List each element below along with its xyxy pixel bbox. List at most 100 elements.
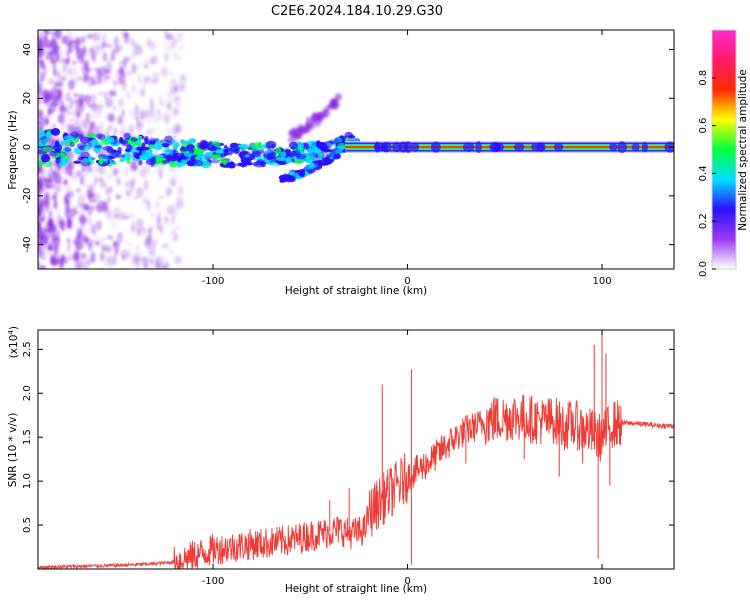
- noise-speckle: [149, 78, 157, 85]
- noise-speckle: [147, 257, 154, 264]
- upper-branch-blob: [294, 130, 300, 140]
- noise-speckle: [76, 228, 83, 238]
- noise-speckle: [43, 239, 51, 250]
- noise-speckle: [154, 262, 160, 269]
- noise-speckle: [40, 203, 45, 211]
- x-tick-label: -100: [202, 576, 225, 587]
- noise-speckle: [71, 207, 76, 218]
- noise-speckle: [49, 39, 58, 45]
- noise-speckle: [135, 245, 140, 251]
- spectrogram-y-label: Frequency (Hz): [7, 110, 19, 189]
- spectrogram-frame: [37, 29, 675, 270]
- noise-speckle: [66, 191, 75, 198]
- noise-speckle: [154, 149, 159, 157]
- noise-speckle: [113, 80, 119, 86]
- noise-speckle: [127, 213, 135, 219]
- noise-speckle: [149, 252, 157, 258]
- ridge-blob: [259, 144, 266, 150]
- line-bump: [374, 141, 381, 153]
- noise-speckle: [41, 208, 46, 214]
- noise-speckle: [67, 241, 71, 250]
- noise-speckle: [60, 49, 64, 56]
- ridge-blob: [168, 157, 178, 162]
- noise-speckle: [68, 40, 73, 51]
- upper-branch-blob: [310, 122, 316, 128]
- ridge-blob: [240, 161, 248, 168]
- line-bump: [430, 141, 441, 153]
- noise-speckle: [38, 221, 42, 232]
- noise-speckle: [163, 51, 170, 63]
- ridge-blob: [315, 140, 321, 148]
- noise-speckle: [171, 229, 175, 235]
- ridge-blob: [60, 152, 67, 158]
- noise-speckle: [143, 179, 149, 191]
- noise-speckle: [51, 47, 58, 54]
- noise-speckle: [128, 241, 132, 248]
- noise-speckle: [115, 194, 122, 199]
- noise-speckle: [116, 232, 122, 244]
- noise-speckle: [42, 37, 50, 46]
- line-bump: [462, 142, 475, 152]
- noise-speckle: [77, 75, 83, 81]
- noise-speckle: [86, 229, 91, 234]
- ridge-blob: [55, 147, 61, 153]
- noise-speckle: [51, 261, 59, 266]
- secondary-ridge-blob: [298, 170, 303, 176]
- y-tick-label: 0: [22, 144, 33, 150]
- noise-speckle: [137, 223, 146, 232]
- secondary-ridge-blob: [321, 157, 326, 163]
- noise-speckle: [64, 92, 71, 102]
- ridge-blob: [292, 160, 304, 164]
- ridge-blob: [290, 158, 295, 163]
- noise-speckle: [64, 204, 71, 217]
- noise-speckle: [62, 75, 67, 82]
- ridge-blob: [45, 132, 52, 138]
- noise-speckle: [110, 48, 118, 53]
- noise-speckle: [92, 31, 98, 43]
- noise-speckle: [172, 128, 179, 138]
- y-tick-label: 40: [22, 43, 33, 56]
- noise-speckle: [41, 266, 47, 269]
- noise-speckle: [71, 110, 76, 116]
- ridge-blob: [344, 131, 354, 139]
- noise-speckle: [131, 84, 136, 93]
- noise-speckle: [70, 172, 78, 182]
- noise-speckle: [79, 52, 85, 64]
- ridge-blob: [161, 143, 170, 148]
- y-tick-label: 2.0: [22, 385, 33, 401]
- ridge-blob: [64, 135, 74, 141]
- noise-speckle: [106, 58, 113, 69]
- ridge-blob: [119, 158, 126, 162]
- ridge-blob: [38, 129, 46, 138]
- noise-speckle: [80, 35, 86, 44]
- noise-speckle: [99, 252, 106, 262]
- noise-speckle: [80, 222, 85, 232]
- ridge-blob: [253, 160, 265, 168]
- noise-speckle: [131, 50, 138, 58]
- noise-speckle: [101, 78, 109, 83]
- noise-speckle: [120, 211, 127, 216]
- y-tick-label: -40: [22, 236, 33, 252]
- colorbar-tick-label: 0.4: [698, 165, 709, 181]
- noise-speckle: [89, 93, 97, 103]
- noise-speckle: [122, 215, 130, 220]
- noise-speckle: [76, 96, 83, 108]
- noise-speckle: [177, 185, 184, 196]
- ridge-blob: [138, 159, 143, 166]
- noise-speckle: [74, 210, 79, 215]
- noise-speckle: [97, 177, 104, 183]
- line-bump: [553, 142, 564, 152]
- noise-speckle: [47, 78, 56, 86]
- noise-speckle: [159, 265, 166, 269]
- noise-speckle: [80, 117, 84, 129]
- ridge-blob: [188, 148, 195, 154]
- ridge-blob: [177, 155, 182, 163]
- noise-speckle: [46, 179, 54, 189]
- ridge-blob: [112, 162, 117, 166]
- ridge-blob: [81, 158, 91, 163]
- ridge-blob: [229, 142, 239, 149]
- noise-speckle: [125, 56, 132, 62]
- ridge-blob: [227, 162, 236, 169]
- noise-speckle: [112, 106, 117, 111]
- line-bump: [475, 141, 482, 153]
